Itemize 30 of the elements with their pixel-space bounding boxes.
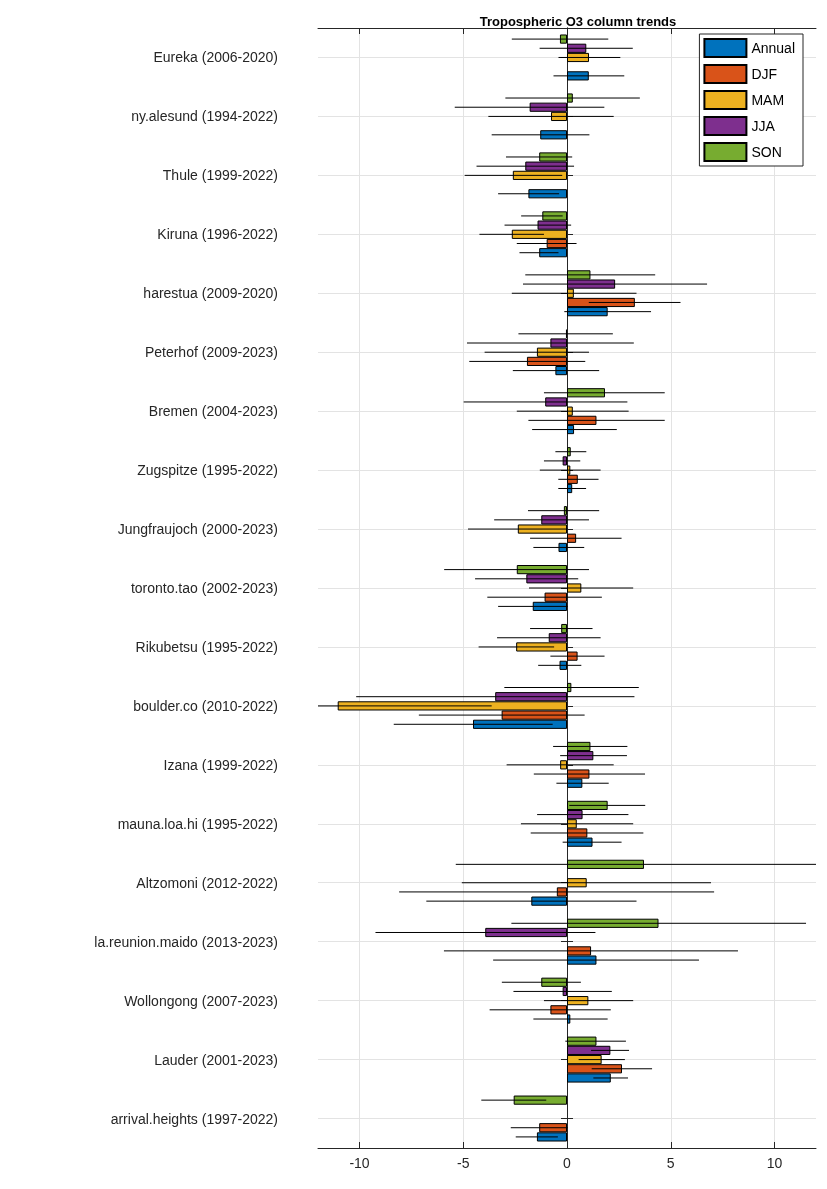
y-tick-label: arrival.heights (1997-2022) (110, 1110, 278, 1127)
chart-title: Tropospheric O3 column trends (479, 14, 677, 29)
y-tick-label: mauna.loa.hi (1995-2022) (117, 815, 278, 832)
x-tick-label: 5 (666, 1155, 675, 1171)
y-tick-label: ny.alesund (1994-2022) (131, 108, 278, 125)
x-tick-label: 0 (563, 1155, 572, 1171)
legend-label: SON (751, 144, 782, 160)
y-tick-label: Bremen (2004-2023) (148, 403, 278, 420)
legend-label: MAM (751, 92, 785, 108)
y-tick-label: Kiruna (1996-2022) (157, 226, 278, 243)
y-tick-label: la.reunion.maido (2013-2023) (94, 933, 278, 950)
y-tick-label: Lauder (2001-2023) (154, 1051, 278, 1068)
x-tick-label: -10 (349, 1155, 370, 1171)
y-tick-label: Thule (1999-2022) (162, 167, 278, 184)
y-tick-label: Wollongong (2007-2023) (124, 992, 278, 1009)
y-tick-label: Jungfraujoch (2000-2023) (117, 521, 278, 538)
legend-label: DJF (751, 66, 778, 82)
y-tick-label: Zugspitze (1995-2022) (137, 462, 278, 479)
y-tick-label: boulder.co (2010-2022) (133, 697, 278, 714)
y-tick-label: Rikubetsu (1995-2022) (135, 638, 278, 655)
y-tick-label: Peterhof (2009-2023) (144, 344, 278, 361)
y-tick-label: toronto.tao (2002-2023) (130, 580, 278, 596)
legend-label: Annual (751, 40, 795, 56)
y-tick-label: Eureka (2006-2020) (153, 49, 278, 66)
y-tick-label: Izana (1999-2022) (163, 756, 278, 773)
x-tick-label: -5 (457, 1155, 470, 1171)
y-tick-label: Altzomoni (2012-2022) (136, 874, 278, 891)
x-tick-label: 10 (766, 1155, 783, 1171)
y-tick-label: harestua (2009-2020) (143, 285, 278, 302)
legend-label: JJA (751, 118, 776, 134)
